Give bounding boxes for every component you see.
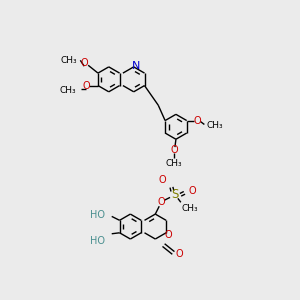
Text: HO: HO [91, 236, 106, 246]
Text: O: O [80, 58, 88, 68]
Text: CH₃: CH₃ [181, 204, 198, 213]
Text: N: N [131, 61, 140, 71]
Text: O: O [176, 249, 183, 259]
Text: O: O [158, 197, 165, 207]
Text: O: O [164, 230, 172, 240]
Text: CH₃: CH₃ [60, 56, 77, 65]
Text: O: O [170, 145, 178, 155]
Text: HO: HO [91, 210, 106, 220]
Text: S: S [171, 188, 178, 201]
Text: O: O [189, 185, 196, 196]
Text: O: O [158, 175, 166, 185]
Text: CH₃: CH₃ [166, 159, 182, 168]
Text: O: O [82, 81, 90, 91]
Text: CH₃: CH₃ [59, 86, 76, 95]
Text: O: O [194, 116, 201, 126]
Text: CH₃: CH₃ [207, 121, 224, 130]
